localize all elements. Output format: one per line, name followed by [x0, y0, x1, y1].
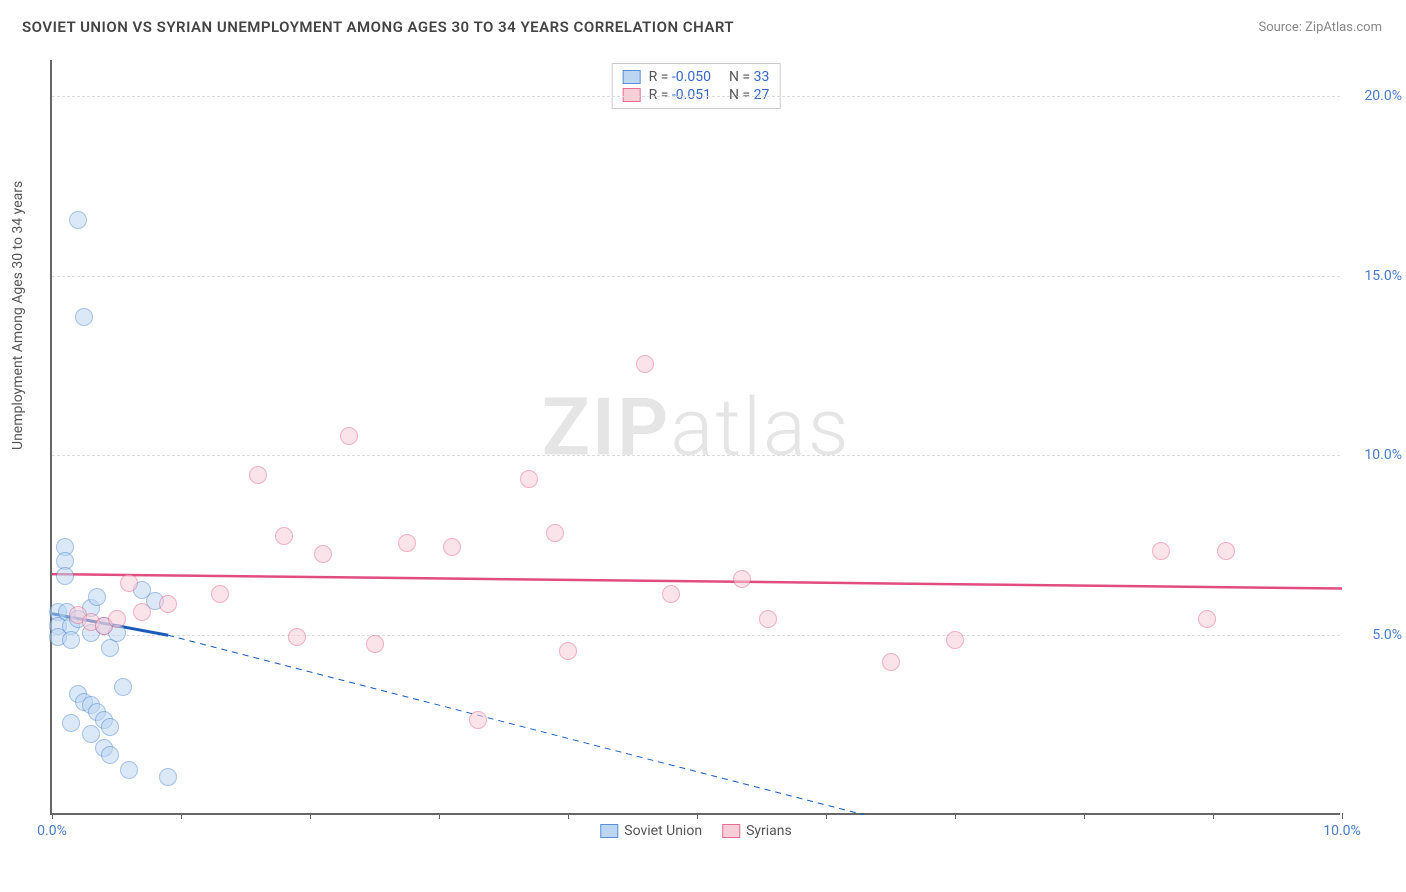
data-point — [366, 635, 384, 653]
x-tick — [826, 813, 827, 819]
data-point — [120, 761, 138, 779]
source-label: Source: — [1258, 20, 1305, 35]
data-point — [82, 725, 100, 743]
legend-stat-n: N = 33 — [729, 69, 769, 85]
y-axis-label: Unemployment Among Ages 30 to 34 years — [10, 181, 26, 450]
data-point — [75, 308, 93, 326]
legend-stat-r: R = -0.050 — [649, 69, 711, 85]
source-attribution: Source: ZipAtlas.com — [1258, 20, 1382, 35]
data-point — [69, 211, 87, 229]
data-point — [469, 711, 487, 729]
y-tick-label: 5.0% — [1372, 627, 1402, 643]
plot-area: ZIPatlas R = -0.050 N = 33 R = -0.051 N … — [50, 60, 1340, 815]
legend-series-item: Soviet Union — [600, 823, 702, 839]
x-tick — [1342, 813, 1343, 819]
data-point — [559, 642, 577, 660]
data-point — [120, 574, 138, 592]
trend-line — [168, 635, 865, 815]
gridline-h — [52, 276, 1340, 277]
data-point — [101, 746, 119, 764]
x-tick — [955, 813, 956, 819]
data-point — [443, 538, 461, 556]
data-point — [211, 585, 229, 603]
x-tick — [1084, 813, 1085, 819]
data-point — [398, 534, 416, 552]
data-point — [340, 427, 358, 445]
data-point — [1152, 542, 1170, 560]
watermark-rest: atlas — [670, 380, 850, 474]
x-tick — [439, 813, 440, 819]
data-point — [88, 588, 106, 606]
data-point — [62, 714, 80, 732]
x-tick — [1213, 813, 1214, 819]
gridline-h — [52, 635, 1340, 636]
data-point — [314, 545, 332, 563]
gridline-h — [52, 96, 1340, 97]
data-point — [62, 631, 80, 649]
x-tick — [52, 813, 53, 819]
y-tick-label: 20.0% — [1364, 88, 1402, 104]
data-point — [275, 527, 293, 545]
y-tick-label: 10.0% — [1364, 447, 1402, 463]
data-point — [546, 524, 564, 542]
data-point — [114, 678, 132, 696]
legend-series-item: Syrians — [722, 823, 792, 839]
x-tick — [568, 813, 569, 819]
watermark-bold: ZIP — [542, 380, 671, 474]
data-point — [636, 355, 654, 373]
data-point — [733, 570, 751, 588]
data-point — [662, 585, 680, 603]
data-point — [288, 628, 306, 646]
x-tick-label: 10.0% — [1323, 823, 1361, 839]
legend-series: Soviet Union Syrians — [600, 823, 791, 839]
data-point — [1198, 610, 1216, 628]
legend-swatch — [623, 70, 641, 84]
data-point — [108, 610, 126, 628]
x-tick — [697, 813, 698, 819]
watermark: ZIPatlas — [542, 380, 851, 474]
legend-stats: R = -0.050 N = 33 R = -0.051 N = 27 — [612, 63, 781, 109]
x-tick — [310, 813, 311, 819]
data-point — [520, 470, 538, 488]
x-tick — [181, 813, 182, 819]
legend-stats-row: R = -0.050 N = 33 — [623, 68, 770, 86]
y-tick-label: 15.0% — [1364, 268, 1402, 284]
legend-swatch — [600, 824, 618, 838]
data-point — [101, 718, 119, 736]
chart-title: SOVIET UNION VS SYRIAN UNEMPLOYMENT AMON… — [22, 18, 734, 36]
legend-swatch — [722, 824, 740, 838]
trend-line — [52, 574, 1342, 588]
data-point — [249, 466, 267, 484]
gridline-h — [52, 455, 1340, 456]
x-tick-label: 0.0% — [37, 823, 67, 839]
data-point — [759, 610, 777, 628]
data-point — [56, 567, 74, 585]
data-point — [159, 595, 177, 613]
data-point — [946, 631, 964, 649]
data-point — [159, 768, 177, 786]
data-point — [882, 653, 900, 671]
data-point — [133, 603, 151, 621]
source-link[interactable]: ZipAtlas.com — [1305, 20, 1382, 35]
data-point — [1217, 542, 1235, 560]
